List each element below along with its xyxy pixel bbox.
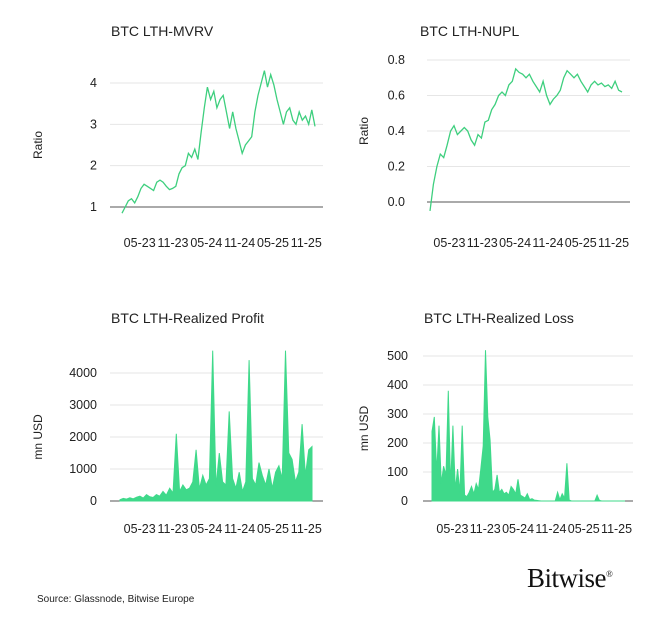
series-line xyxy=(429,67,623,211)
y-tick-label: 100 xyxy=(387,465,408,479)
y-tick-label: 300 xyxy=(387,407,408,421)
x-tick-label: 11-24 xyxy=(224,236,255,250)
x-tick-label: 11-24 xyxy=(224,522,255,536)
x-tick-label: 11-23 xyxy=(470,522,501,536)
y-tick-label: 1000 xyxy=(69,462,97,476)
y-tick-label: 4 xyxy=(90,76,97,90)
chart-title: BTC LTH-MVRV xyxy=(111,23,214,39)
y-tick-label: 1 xyxy=(90,200,97,214)
y-tick-label: 500 xyxy=(387,349,408,363)
bitwise-logo: Bitwise® xyxy=(527,563,613,593)
x-tick-label: 11-24 xyxy=(532,236,563,250)
x-tick-label: 11-23 xyxy=(157,236,188,250)
x-tick-label: 11-24 xyxy=(535,522,566,536)
y-tick-label: 0 xyxy=(90,494,97,508)
y-tick-label: 0.6 xyxy=(388,89,405,103)
x-tick-label: 05-25 xyxy=(565,236,597,250)
y-tick-label: 3 xyxy=(90,117,97,131)
x-tick-label: 05-23 xyxy=(124,522,156,536)
x-tick-label: 05-23 xyxy=(433,236,465,250)
y-axis-label: mn USD xyxy=(357,405,371,451)
x-tick-label: 05-24 xyxy=(190,236,222,250)
chart-panel-3: BTC LTH-Realized Profit mn USD 0 1000 2000 30… xyxy=(31,310,323,536)
x-tick-label: 05-24 xyxy=(499,236,531,250)
x-tick-label: 05-23 xyxy=(124,236,156,250)
x-tick-label: 11-25 xyxy=(601,522,632,536)
x-tick-label: 11-25 xyxy=(598,236,629,250)
chart-title: BTC LTH-Realized Loss xyxy=(424,310,574,326)
chart-title: BTC LTH-Realized Profit xyxy=(111,310,264,326)
x-tick-label: 05-25 xyxy=(257,236,289,250)
chart-panel-4: BTC LTH-Realized Loss mn USD 0 100 200 300 400… xyxy=(357,310,633,536)
x-tick-label: 05-24 xyxy=(190,522,222,536)
y-axis-label: mn USD xyxy=(31,414,45,460)
y-tick-label: 3000 xyxy=(69,398,97,412)
y-tick-label: 200 xyxy=(387,436,408,450)
y-axis-label: Ratio xyxy=(357,117,371,145)
x-tick-label: 11-23 xyxy=(157,522,188,536)
x-tick-label: 05-25 xyxy=(257,522,289,536)
series-area xyxy=(431,350,625,502)
y-tick-label: 2000 xyxy=(69,430,97,444)
y-tick-label: 2 xyxy=(90,159,97,173)
chart-title: BTC LTH-NUPL xyxy=(420,23,520,39)
x-tick-label: 11-25 xyxy=(291,236,322,250)
y-tick-label: 400 xyxy=(387,378,408,392)
x-tick-label: 05-24 xyxy=(502,522,534,536)
y-tick-label: 0.8 xyxy=(388,53,405,67)
y-tick-label: 0.0 xyxy=(388,195,405,209)
x-tick-label: 11-25 xyxy=(291,522,322,536)
x-tick-label: 05-23 xyxy=(436,522,468,536)
y-tick-label: 0.4 xyxy=(388,124,405,138)
y-tick-label: 4000 xyxy=(69,366,97,380)
source-note: Source: Glassnode, Bitwise Europe xyxy=(37,594,195,605)
y-tick-label: 0 xyxy=(401,494,408,508)
y-tick-label: 0.2 xyxy=(388,160,405,174)
series-area xyxy=(119,350,313,502)
y-axis-label: Ratio xyxy=(31,131,45,159)
x-tick-label: 11-23 xyxy=(467,236,498,250)
x-tick-label: 05-25 xyxy=(568,522,600,536)
series-line xyxy=(121,70,316,214)
